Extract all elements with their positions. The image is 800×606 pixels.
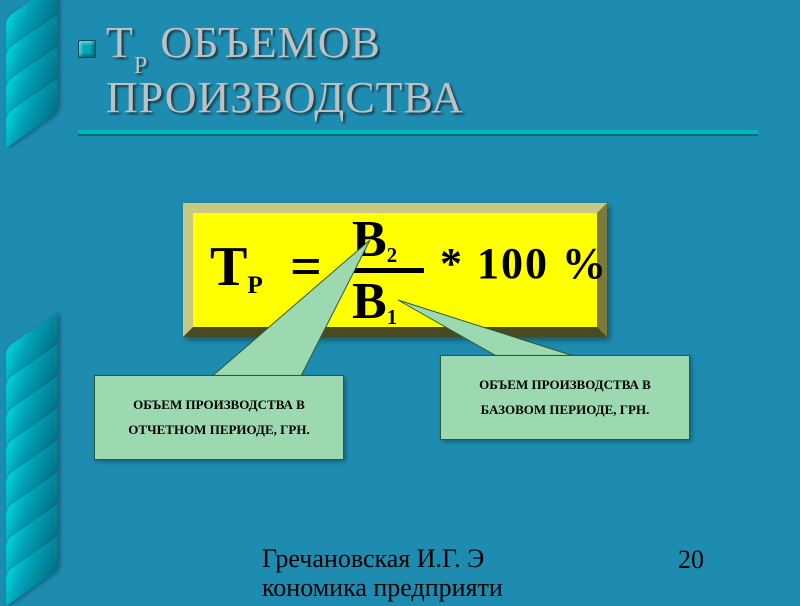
callout-right-line2: БАЗОВОМ ПЕРИОДЕ, ГРН.: [481, 402, 650, 417]
callout-left-line1: ОБЪЕМ ПРОИЗВОДСТВА В: [133, 397, 305, 412]
callout-left-line2: ОТЧЕТНОМ ПЕРИОДЕ, ГРН.: [128, 422, 309, 437]
callout-right: ОБЪЕМ ПРОИЗВОДСТВА В БАЗОВОМ ПЕРИОДЕ, ГР…: [440, 355, 690, 440]
footer-page-number: 20: [678, 545, 704, 575]
callout-right-arrow-icon: [0, 0, 800, 600]
footer-author: Гречановская И.Г. Э кономика предприяти: [262, 545, 503, 602]
footer-author-line1: Гречановская И.Г. Э: [262, 544, 484, 573]
footer-author-line2: кономика предприяти: [262, 573, 503, 602]
callout-right-line1: ОБЪЕМ ПРОИЗВОДСТВА В: [479, 377, 651, 392]
callout-left: ОБЪЕМ ПРОИЗВОДСТВА В ОТЧЕТНОМ ПЕРИОДЕ, Г…: [94, 375, 344, 460]
